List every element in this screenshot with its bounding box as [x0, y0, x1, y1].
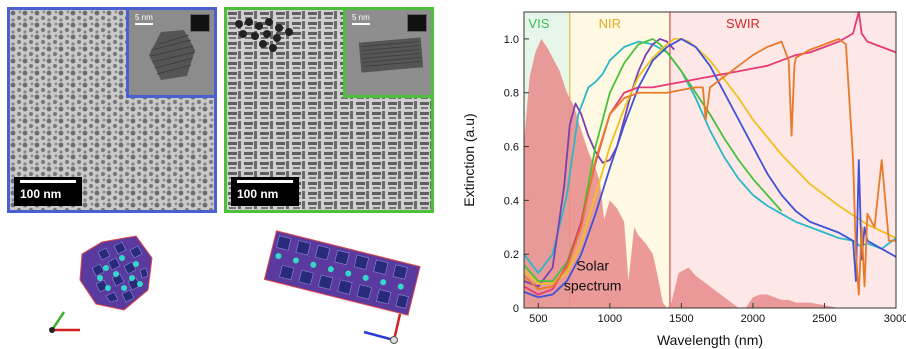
crystal-structure-spherical [49, 235, 153, 333]
x-tick-label: 1500 [669, 313, 693, 325]
axis-triad-icon [49, 311, 80, 333]
crystal-structure-nanorod [263, 230, 421, 344]
x-axis-label: Wavelength (nm) [657, 332, 763, 348]
axis-ticks: 500 1000 1500 2000 2500 3000 0 0.2 0.4 0.6 0.8 1.0 [504, 34, 906, 325]
x-tick-label: 2000 [741, 313, 765, 325]
series-line-6 [523, 38, 897, 299]
fft-pattern-icon [190, 14, 210, 32]
plot-frame [523, 11, 897, 309]
y-tick-label: 0.2 [504, 249, 519, 261]
x-tick-label: 500 [529, 313, 547, 325]
scale-bar: 100 nm [14, 177, 82, 206]
solar-annotation-line2: spectrum [564, 277, 622, 293]
scale-bar-label: 100 nm [20, 187, 62, 201]
series-line-4 [523, 38, 897, 285]
y-tick-label: 0 [513, 303, 519, 315]
hrtem-inset: 5 nm [126, 10, 214, 98]
series-line-1 [523, 40, 897, 274]
tem-image-nanorods: 5 nm 100 nm [224, 7, 434, 213]
crystal-lattice [79, 235, 153, 311]
inset-scale-bar [352, 23, 370, 25]
region-label-swir: SWIR [726, 16, 760, 31]
solar-spectrum-area [524, 38, 839, 309]
scale-bar-line [237, 180, 293, 183]
x-tick-label: 1000 [598, 313, 622, 325]
fft-pattern-icon [407, 14, 427, 32]
y-tick-label: 1.0 [504, 34, 519, 46]
inset-scale-label: 5 nm [135, 13, 153, 22]
x-tick-label: 2500 [812, 313, 836, 325]
y-tick-label: 0.6 [504, 142, 519, 154]
tem-image-spherical-nanocrystals: 5 nm 100 nm [7, 7, 217, 213]
solar-spectrum-fill [524, 38, 839, 309]
y-axis-label: Extinction (a.u) [461, 113, 477, 206]
axis-triad-icon [363, 313, 402, 344]
extinction-series [523, 11, 897, 299]
region-label-vis: VIS [528, 16, 549, 31]
scale-bar-label: 100 nm [237, 187, 279, 201]
extinction-spectra-chart: 500 1000 1500 2000 2500 300000.20.40.60.81.0 … [461, 11, 906, 348]
region-labels: VIS NIR SWIR [528, 16, 760, 31]
crystal-lattice [263, 230, 421, 316]
y-tick-label: 0.8 [504, 88, 519, 100]
inset-scale-label: 5 nm [352, 13, 370, 22]
x-tick-label: 3000 [884, 313, 906, 325]
series-line-7 [523, 38, 896, 296]
hrtem-inset: 5 nm [343, 10, 431, 98]
scale-bar-line [20, 180, 76, 183]
region-label-nir: NIR [599, 16, 621, 31]
y-tick-label: 0.4 [504, 195, 519, 207]
solar-annotation-line1: Solar [576, 257, 609, 273]
inset-scale-bar [135, 23, 153, 25]
scale-bar: 100 nm [231, 177, 299, 206]
